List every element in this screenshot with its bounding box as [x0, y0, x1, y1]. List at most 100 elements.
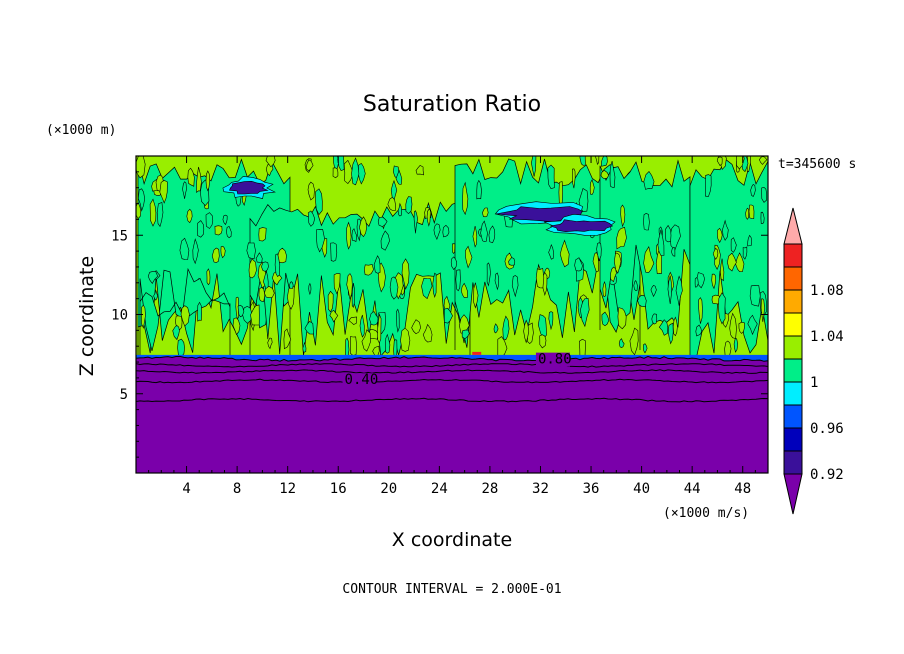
- saturation-streak: [589, 179, 595, 195]
- colorbar-swatch: [783, 289, 803, 314]
- saturation-streak: [613, 252, 622, 274]
- saturation-streak: [558, 181, 563, 206]
- saturation-streak: [258, 287, 266, 302]
- saturation-streak: [315, 188, 323, 216]
- saturation-streak: [620, 204, 626, 228]
- saturation-streak: [727, 252, 737, 272]
- saturation-streak: [179, 237, 190, 260]
- saturation-streak: [665, 224, 672, 243]
- saturation-streak: [192, 238, 199, 265]
- saturation-streak: [136, 201, 142, 220]
- colorbar-swatch: [783, 335, 803, 360]
- saturation-streak: [422, 323, 433, 343]
- saturation-streak: [616, 226, 627, 250]
- x-tick-label: 24: [431, 481, 448, 497]
- saturation-region-teal: [599, 159, 691, 330]
- contour-label: 0.80: [538, 352, 572, 368]
- contour-value-labels: 0.40 0.80: [342, 352, 572, 388]
- x-tick-label: 40: [633, 481, 650, 497]
- saturation-streak: [704, 174, 712, 197]
- saturation-streak: [361, 329, 371, 352]
- saturation-streak: [255, 252, 263, 263]
- saturation-streak: [332, 167, 339, 179]
- colorbar-label: 0.92: [810, 467, 844, 483]
- saturation-streak: [637, 294, 647, 308]
- colorbar-swatch: [783, 450, 803, 475]
- saturation-streak: [426, 209, 431, 227]
- y-tick-label: 10: [111, 308, 128, 324]
- saturation-streak: [351, 283, 356, 309]
- saturation-streak: [205, 212, 214, 229]
- x-tick-label: 48: [734, 481, 751, 497]
- saturation-streak: [141, 304, 146, 329]
- x-tick-label: 36: [583, 481, 600, 497]
- saturation-streak: [719, 258, 725, 282]
- saturation-streak: [351, 228, 358, 242]
- saturation-streak: [377, 216, 388, 228]
- chart-title: Saturation Ratio: [363, 92, 541, 117]
- saturation-streak: [594, 156, 600, 165]
- contour-lines: [136, 363, 768, 403]
- saturation-streak: [237, 304, 245, 318]
- saturation-streak: [401, 258, 410, 290]
- saturation-streak: [610, 266, 617, 283]
- saturation-streak: [531, 156, 537, 177]
- saturation-streak: [658, 319, 669, 336]
- saturation-streak: [571, 168, 576, 189]
- saturation-streak: [667, 275, 673, 304]
- saturation-streak: [156, 201, 164, 228]
- x-tick-label: 32: [532, 481, 549, 497]
- saturation-streak: [377, 313, 382, 344]
- saturation-streak: [411, 319, 421, 335]
- saturation-streak: [250, 304, 260, 326]
- saturation-streak: [547, 164, 555, 190]
- saturation-streak: [733, 337, 739, 353]
- saturation-streak: [472, 225, 478, 248]
- saturation-streak: [747, 234, 752, 247]
- saturation-streak: [738, 321, 746, 334]
- saturation-streak: [177, 338, 185, 357]
- saturation-streak: [206, 268, 211, 286]
- saturation-streak: [153, 289, 158, 301]
- saturation-streak: [308, 282, 312, 296]
- colorbar-swatch: [783, 243, 803, 268]
- saturation-streak: [760, 211, 765, 225]
- saturation-streak: [333, 273, 341, 295]
- colorbar-bottom-arrow: [783, 473, 803, 515]
- saturation-streak: [274, 253, 281, 277]
- saturation-streak: [316, 228, 325, 253]
- saturation-streak: [387, 196, 396, 211]
- saturation-streak: [760, 298, 765, 322]
- saturation-streak: [261, 261, 269, 272]
- contour-line: [136, 397, 768, 403]
- saturation-streak: [304, 321, 314, 335]
- colorbar-label: 1.04: [810, 329, 844, 345]
- saturation-streak: [137, 188, 146, 212]
- saturation-streak: [289, 281, 294, 289]
- saturation-streak: [761, 186, 768, 203]
- x-tick-label: 16: [330, 481, 347, 497]
- saturation-streak: [750, 183, 756, 197]
- contour-line: [136, 369, 768, 374]
- saturation-streak: [413, 210, 419, 234]
- saturation-streak: [461, 329, 470, 340]
- saturation-streak: [197, 220, 205, 238]
- saturation-streak: [373, 255, 381, 274]
- colorbar-label: 0.96: [810, 421, 844, 437]
- y-tick-label: 15: [111, 228, 128, 244]
- saturation-streak: [574, 257, 583, 272]
- saturation-streak: [442, 224, 450, 238]
- saturation-streak: [330, 242, 338, 262]
- saturation-streak: [307, 210, 316, 227]
- colorbar-swatch: [783, 427, 803, 452]
- saturation-streak: [462, 181, 469, 216]
- saturation-streak: [657, 229, 665, 256]
- contour-interval-footer: CONTOUR INTERVAL = 2.000E-01: [342, 582, 561, 597]
- saturation-streak: [232, 317, 241, 336]
- saturation-streak: [539, 334, 547, 349]
- saturation-streak: [343, 159, 354, 185]
- saturation-streak: [222, 214, 228, 226]
- saturation-streak: [722, 219, 729, 241]
- saturation-streak: [149, 198, 157, 227]
- saturation-streak: [747, 314, 758, 336]
